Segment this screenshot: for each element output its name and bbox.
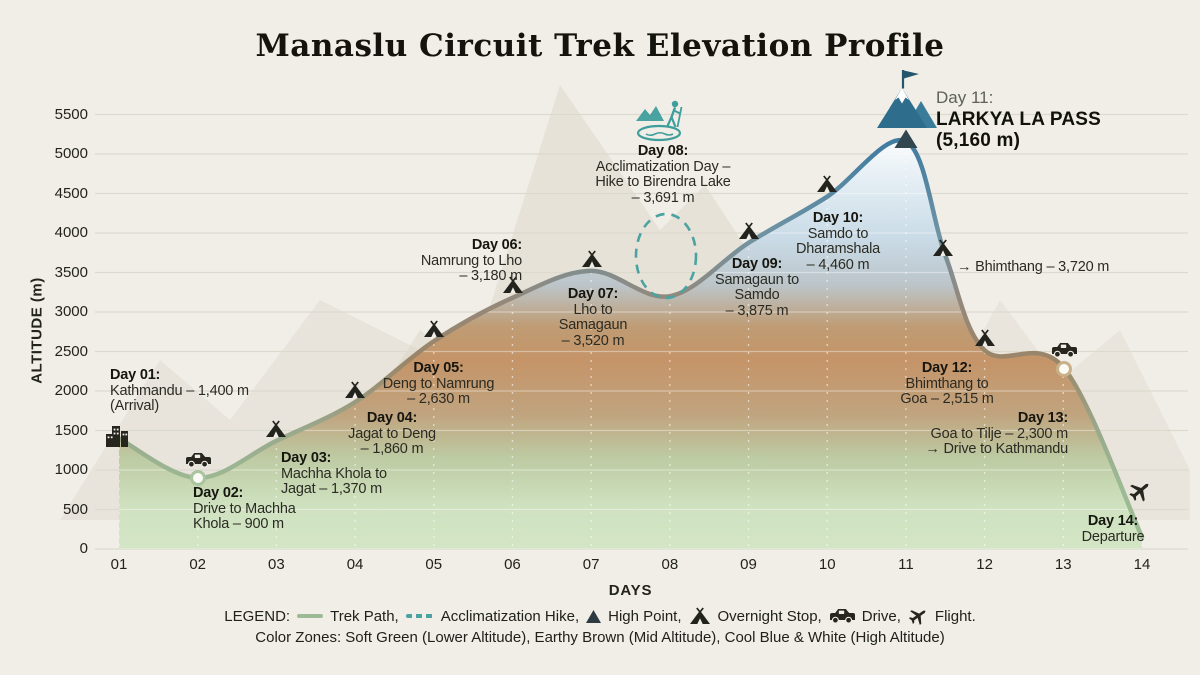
y-tick-label: 3000 (54, 303, 88, 320)
annotation-larkya-la-pass: Day 11: LARKYA LA PASS (5,160 m) (936, 88, 1102, 152)
legend-color-zones: Color Zones: Soft Green (Lower Altitude)… (255, 629, 945, 646)
high-point-icon (586, 609, 602, 623)
acclimatization-loop-ellipse (634, 212, 698, 300)
tent-icon (423, 320, 445, 338)
annotation-day03: Day 03: Machha Khola to Jagat – 1,370 m (281, 450, 387, 498)
plane-icon (907, 606, 928, 626)
annotation-day08: Day 08: Acclimatization Day – Hike to Bi… (595, 143, 731, 206)
car-icon (1051, 342, 1078, 358)
page-title: Manaslu Circuit Trek Elevation Profile (255, 28, 945, 64)
y-tick-label: 5000 (54, 145, 88, 162)
elevation-area (119, 140, 1142, 549)
x-tick-label: 12 (976, 556, 993, 573)
x-tick-label: 11 (898, 556, 914, 573)
annotation-bhimthang: → Bhimthang – 3,720 m (957, 259, 1110, 275)
annotation-day06: Day 06: Namrung to Lho – 3,180 m (420, 237, 522, 285)
x-tick-label: 14 (1133, 556, 1151, 573)
trek-path-line (116, 137, 1145, 540)
annotation-day05: Day 05: Deng to Namrung – 2,630 m (382, 360, 495, 408)
y-tick-label: 4500 (54, 184, 88, 202)
x-tick-label: 09 (740, 556, 757, 573)
x-axis-label: DAYS (608, 582, 653, 599)
x-tick-label: 05 (425, 556, 443, 573)
larkya-pass-mountain-icon (877, 70, 937, 128)
tent-icon (816, 175, 838, 193)
x-tick-label: 06 (504, 556, 521, 573)
annotation-day02: Day 02: Drive to Machha Khola – 900 m (193, 485, 296, 533)
x-tick-label: 04 (346, 556, 364, 573)
y-tick-label: 0 (79, 540, 88, 557)
x-tick-label: 10 (818, 556, 836, 573)
x-tick-label: 01 (110, 556, 128, 573)
annotation-day04: Day 04: Jagat to Deng – 1,860 m (348, 410, 436, 458)
acclimatization-swatch (405, 614, 434, 618)
y-tick-label: 4000 (54, 224, 88, 241)
x-tick-label: 07 (582, 556, 600, 573)
drive-stop-marker (1056, 361, 1072, 377)
legend: LEGEND: Trek Path, Acclimatization Hike,… (0, 606, 1200, 626)
x-tick-label: 03 (268, 556, 285, 573)
annotation-day12: Day 12: Bhimthang to Goa – 2,515 m (900, 360, 994, 408)
annotation-day14: Day 14: Departure (1081, 513, 1145, 545)
annotation-day10: Day 10: Samdo to Dharamshala – 4,460 m (795, 210, 881, 273)
tent-icon (738, 222, 760, 240)
y-tick-label: 5500 (54, 105, 88, 123)
y-tick-label: 2000 (54, 382, 88, 399)
annotation-day07: Day 07: Lho to Samagaun – 3,520 m (558, 286, 628, 349)
flag-icon (904, 70, 919, 79)
x-tick-label: 13 (1054, 556, 1072, 573)
drive-stop-marker (190, 470, 206, 486)
y-tick-label: 3500 (54, 263, 88, 281)
annotation-day09: Day 09: Samagaun to Samdo – 3,875 m (714, 256, 800, 319)
legend-label: LEGEND: (224, 607, 291, 625)
trek-path-swatch (297, 614, 324, 618)
y-tick-label: 1500 (54, 421, 88, 439)
x-tick-label: 02 (189, 556, 207, 573)
car-icon (829, 608, 855, 624)
y-tick-label: 1000 (54, 461, 88, 478)
acclimatization-icon (636, 100, 683, 142)
tent-icon (688, 607, 711, 625)
y-tick-label: 2500 (54, 342, 88, 360)
annotation-day01: Day 01: Kathmandu – 1,400 m (Arrival) (110, 367, 249, 415)
y-tick-label: 500 (62, 500, 88, 518)
x-tick-label: 08 (661, 556, 679, 573)
high-point-icon (894, 129, 918, 148)
annotation-day13: Day 13: Goa to Tilje – 2,300 m → Drive t… (925, 410, 1068, 458)
